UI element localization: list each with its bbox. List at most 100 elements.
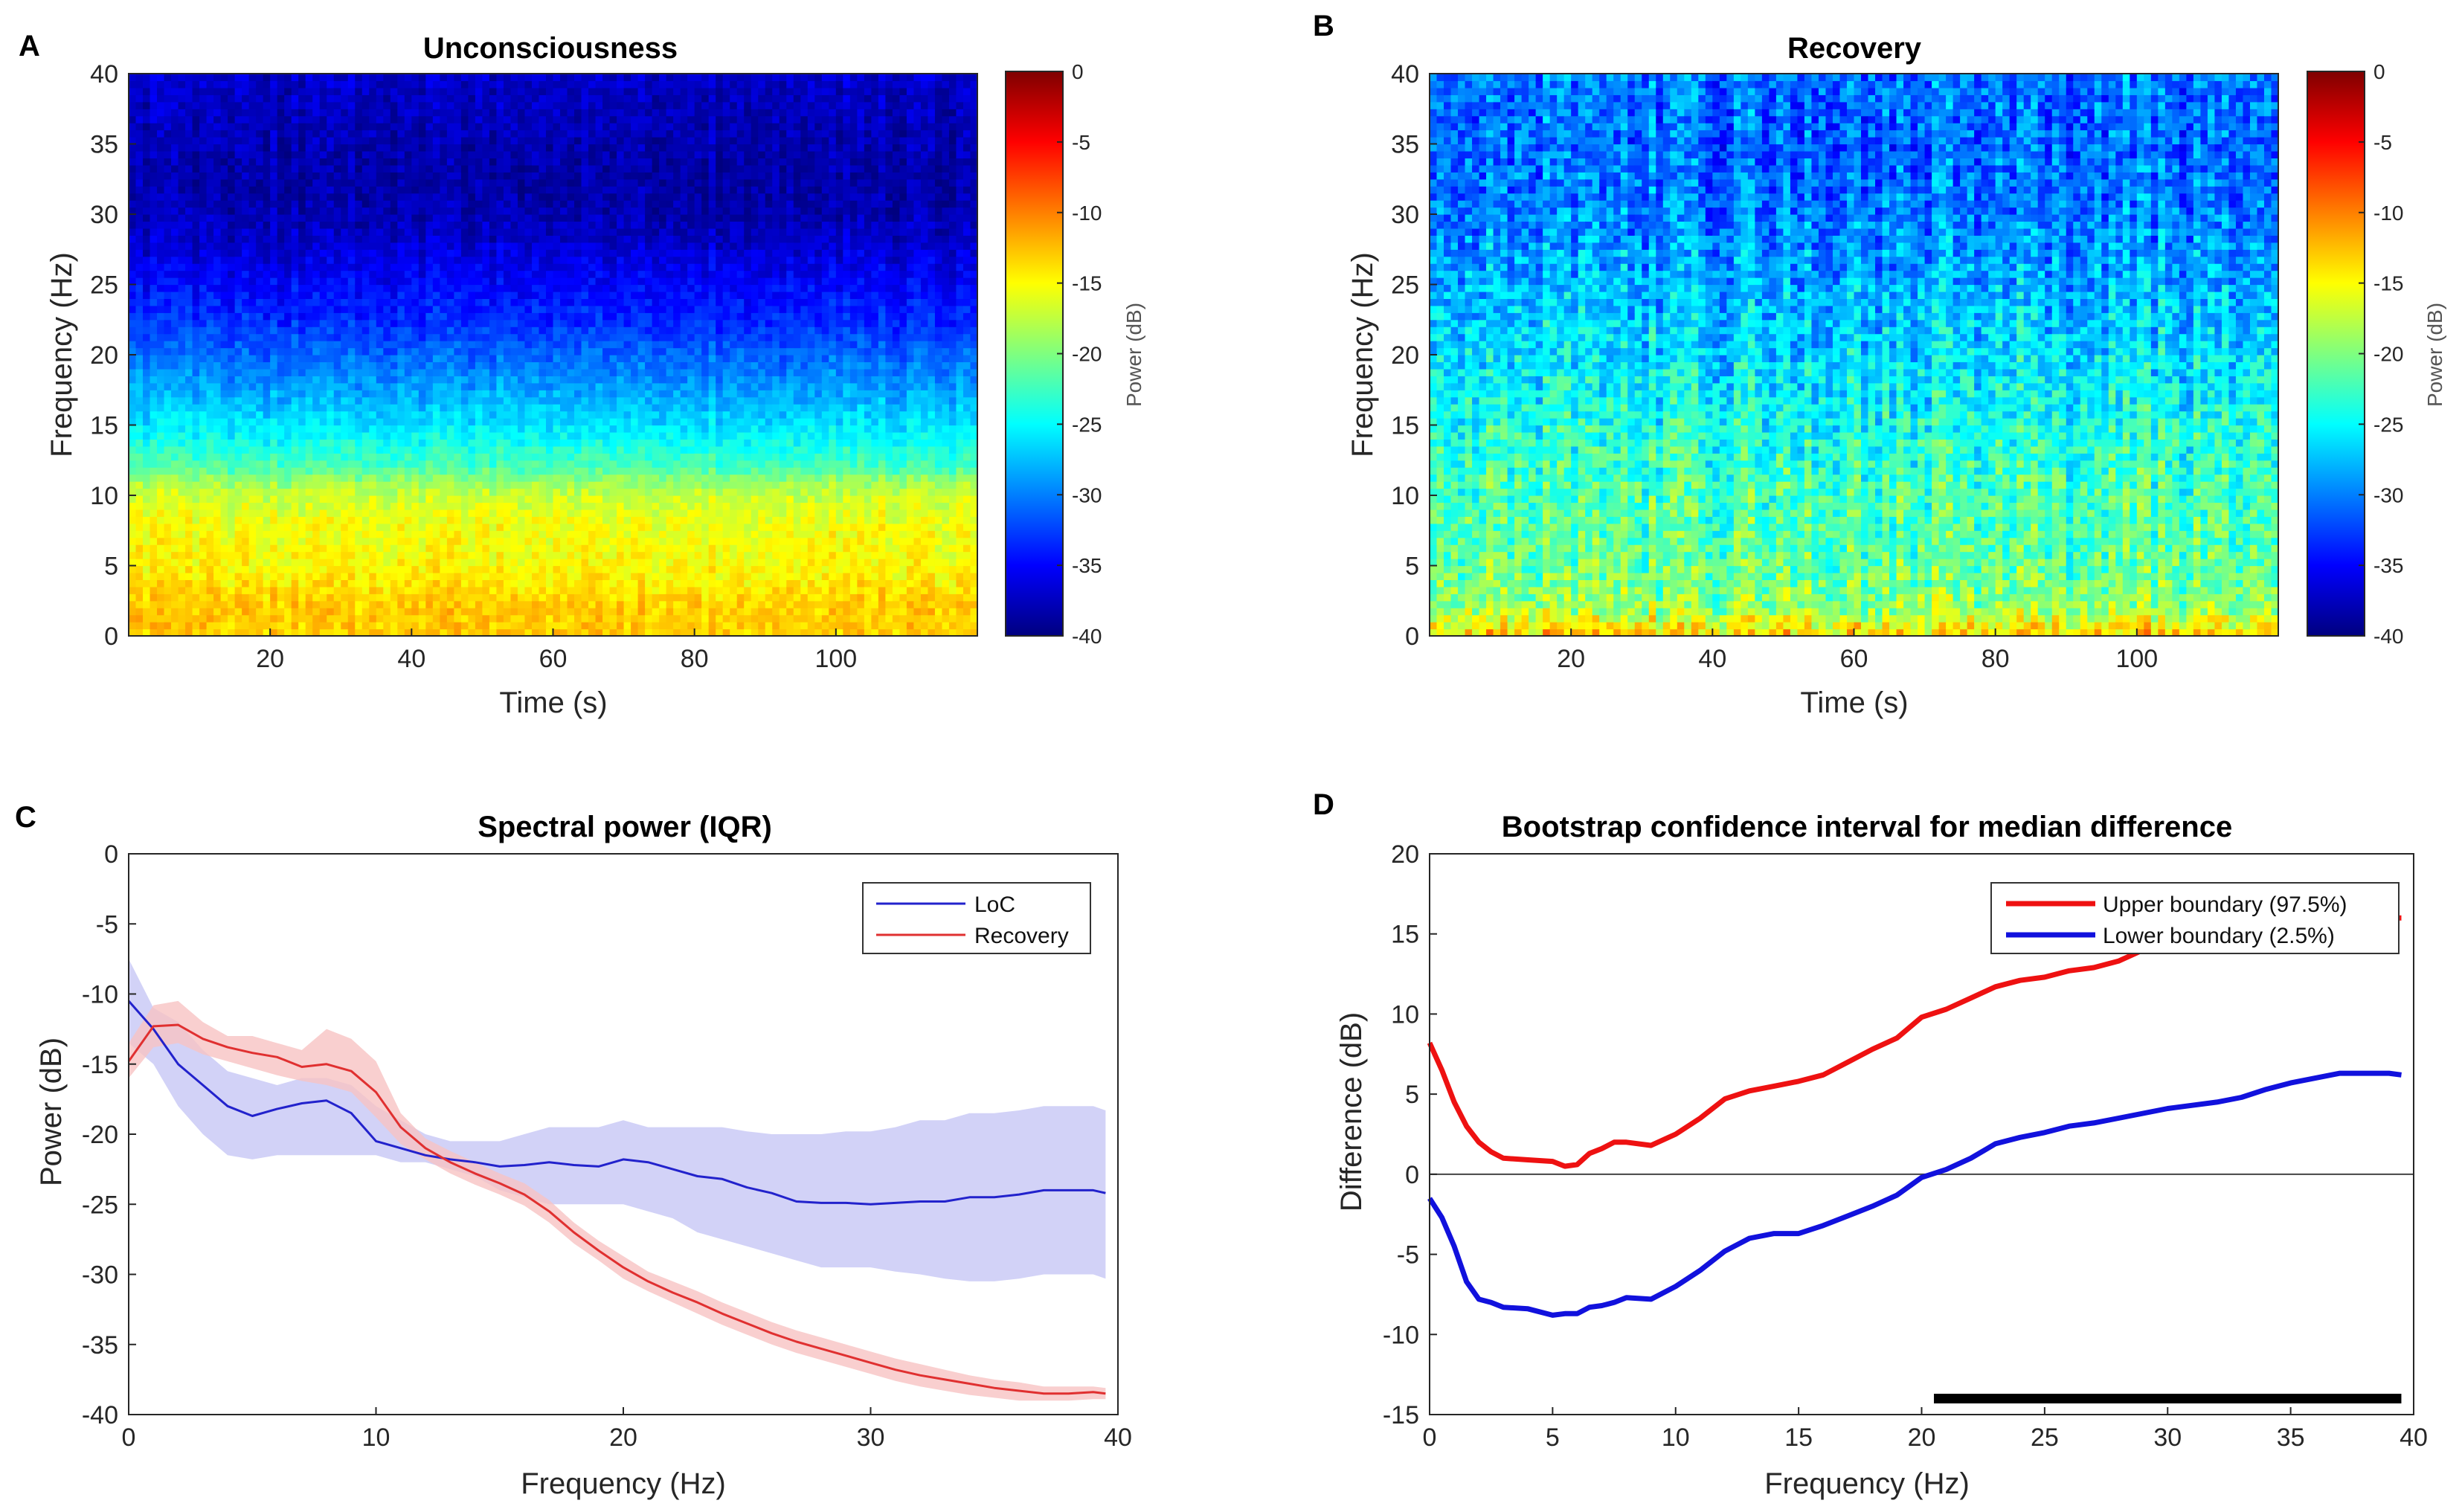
heatmap-cell <box>256 228 263 236</box>
heatmap-cell <box>383 509 390 517</box>
heatmap-cell <box>298 208 306 215</box>
heatmap-cell <box>362 348 370 356</box>
heatmap-cell <box>277 615 285 623</box>
heatmap-cell <box>207 285 214 292</box>
heatmap-cell <box>199 622 207 629</box>
heatmap-cell <box>292 601 299 608</box>
heatmap-cell <box>129 257 136 264</box>
heatmap-cell <box>249 383 257 390</box>
heatmap-cell <box>136 348 144 356</box>
heatmap-cell <box>390 453 398 460</box>
heatmap-cell <box>454 277 461 285</box>
heatmap-cell <box>341 306 348 313</box>
heatmap-cell <box>454 439 461 446</box>
heatmap-cell <box>390 165 398 173</box>
heatmap-cell <box>263 593 271 601</box>
heatmap-cell <box>510 165 518 173</box>
heatmap-cell <box>270 102 277 109</box>
heatmap-cell <box>242 579 249 587</box>
heatmap-cell <box>532 271 539 278</box>
heatmap-cell <box>510 453 518 460</box>
heatmap-cell <box>425 446 433 454</box>
heatmap-cell <box>270 573 277 580</box>
heatmap-cell <box>213 109 221 116</box>
heatmap-cell <box>369 566 376 573</box>
heatmap-cell <box>185 453 193 460</box>
heatmap-cell <box>496 334 504 341</box>
heatmap-cell <box>129 151 136 158</box>
heatmap-cell <box>383 88 390 95</box>
heatmap-cell <box>221 312 228 320</box>
heatmap-cell <box>405 221 412 228</box>
heatmap-cell <box>312 460 320 468</box>
heatmap-cell <box>532 94 539 102</box>
heatmap-cell <box>496 165 504 173</box>
heatmap-cell <box>419 228 426 236</box>
heatmap-cell <box>143 432 150 440</box>
heatmap-cell <box>164 418 172 425</box>
heatmap-cell <box>489 376 497 383</box>
heatmap-cell <box>207 453 214 460</box>
heatmap-cell <box>277 432 285 440</box>
heatmap-cell <box>546 235 553 242</box>
heatmap-cell <box>298 137 306 144</box>
heatmap-cell <box>411 559 419 566</box>
heatmap-cell <box>242 334 249 341</box>
heatmap-cell <box>136 179 144 187</box>
heatmap-cell <box>164 348 172 356</box>
heatmap-cell <box>524 235 532 242</box>
heatmap-cell <box>143 130 150 138</box>
heatmap-cell <box>440 312 447 320</box>
heatmap-cell <box>369 573 376 580</box>
heatmap-cell <box>341 88 348 95</box>
heatmap-cell <box>482 404 489 411</box>
heatmap-cell <box>518 516 525 524</box>
heatmap-cell <box>221 88 228 95</box>
heatmap-cell <box>560 544 568 552</box>
heatmap-cell <box>376 102 384 109</box>
heatmap-cell <box>405 397 412 405</box>
heatmap-cell <box>475 579 483 587</box>
heatmap-cell <box>143 502 150 509</box>
heatmap-cell <box>362 193 370 201</box>
heatmap-cell <box>440 538 447 545</box>
heatmap-cell <box>369 341 376 348</box>
heatmap-cell <box>306 383 313 390</box>
heatmap-cell <box>143 326 150 334</box>
heatmap-cell <box>312 608 320 615</box>
heatmap-cell <box>150 418 158 425</box>
heatmap-cell <box>242 221 249 228</box>
heatmap-cell <box>454 221 461 228</box>
heatmap-cell <box>235 320 242 327</box>
heatmap-cell <box>129 397 136 405</box>
heatmap-cell <box>129 271 136 278</box>
heatmap-cell <box>292 509 299 517</box>
heatmap-cell <box>327 615 334 623</box>
heatmap-cell <box>433 579 440 587</box>
heatmap-cell <box>171 425 179 433</box>
heatmap-cell <box>235 390 242 397</box>
heatmap-cell <box>320 369 327 376</box>
heatmap-cell <box>454 242 461 250</box>
heatmap-cell <box>171 460 179 468</box>
heatmap-cell <box>242 355 249 362</box>
heatmap-cell <box>334 615 341 623</box>
heatmap-cell <box>489 530 497 538</box>
heatmap-cell <box>369 502 376 509</box>
heatmap-cell <box>419 326 426 334</box>
heatmap-cell <box>164 165 172 173</box>
heatmap-cell <box>256 474 263 482</box>
heatmap-cell <box>568 587 575 594</box>
heatmap-cell <box>270 495 277 503</box>
heatmap-cell <box>164 144 172 152</box>
heatmap-cell <box>334 530 341 538</box>
heatmap-cell <box>405 109 412 116</box>
heatmap-cell <box>440 144 447 152</box>
heatmap-cell <box>334 130 341 138</box>
heatmap-cell <box>256 439 263 446</box>
heatmap-cell <box>397 587 405 594</box>
heatmap-cell <box>461 418 469 425</box>
heatmap-cell <box>136 94 144 102</box>
heatmap-cell <box>411 369 419 376</box>
heatmap-cell <box>298 165 306 173</box>
